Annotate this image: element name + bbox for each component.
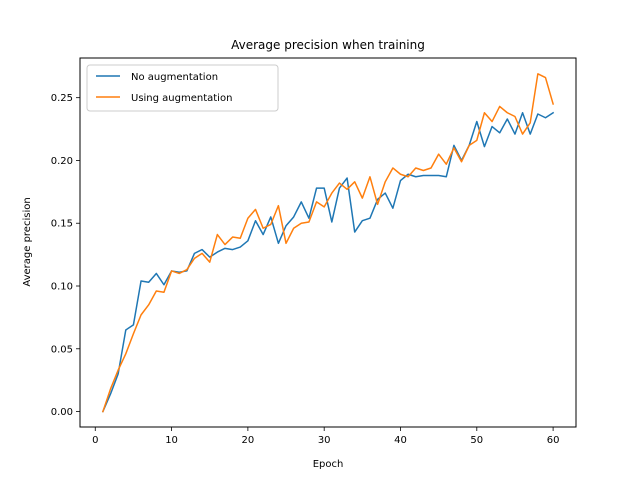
- legend-label-using-augmentation: Using augmentation: [131, 93, 232, 104]
- plot-area: [101, 73, 555, 413]
- y-axis-label: Average precision: [22, 197, 33, 286]
- x-tick-label: 40: [394, 435, 407, 446]
- x-tick-label: 0: [92, 435, 98, 446]
- y-tick-label: 0.05: [51, 344, 73, 355]
- x-tick-label: 10: [165, 435, 178, 446]
- series-line-no-augmentation: [101, 111, 555, 413]
- x-axis-label: Epoch: [313, 459, 344, 470]
- y-tick-label: 0.15: [51, 219, 73, 230]
- legend-box: [86, 64, 279, 112]
- x-tick-label: 20: [242, 435, 255, 446]
- legend: No augmentation Using augmentation: [86, 64, 279, 112]
- y-tick-label: 0.00: [51, 407, 73, 418]
- y-tick-label: 0.10: [51, 282, 73, 293]
- x-tick-label: 30: [318, 435, 331, 446]
- y-axis: 0.00 0.05 0.10 0.15 0.20 0.25: [51, 93, 80, 418]
- y-tick-label: 0.25: [51, 93, 73, 104]
- series-line-using-augmentation: [101, 73, 555, 413]
- x-axis: 0 10 20 30 40 50 60: [92, 427, 559, 446]
- legend-label-no-augmentation: No augmentation: [131, 72, 218, 83]
- x-tick-label: 60: [547, 435, 560, 446]
- x-tick-label: 50: [470, 435, 483, 446]
- chart-title: Average precision when training: [231, 38, 425, 52]
- y-tick-label: 0.20: [51, 156, 73, 167]
- axes-frame: [79, 57, 577, 428]
